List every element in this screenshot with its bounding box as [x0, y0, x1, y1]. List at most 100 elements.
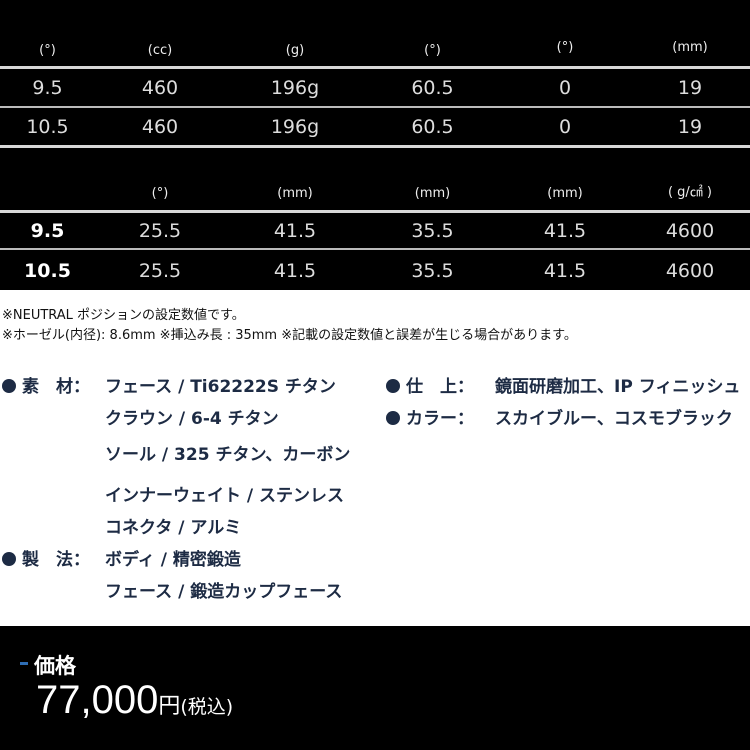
cell: 4600 — [630, 251, 750, 290]
divider — [0, 248, 750, 250]
table2-header: 重心角 (°) 重心距離 (mm) 重心高度 (mm) 重心深度 (mm) MOI( g… — [0, 150, 750, 210]
color-label: カラー： — [386, 404, 474, 429]
header-label: ライ — [414, 20, 451, 42]
header-unit: (mm) — [414, 185, 451, 201]
cell: 0 — [500, 69, 630, 106]
cell-value: 9.5 — [32, 76, 63, 99]
cell: 19 — [630, 108, 750, 145]
cell-value: 41.5 — [543, 219, 587, 242]
cell: 19 — [630, 69, 750, 106]
cell-value: 35.5 — [411, 259, 454, 282]
cell-value: 9.5 — [30, 219, 65, 242]
material-item: コネクタ / アルミ — [105, 518, 242, 538]
header-label: 体積 — [142, 20, 178, 42]
bullet-icon — [2, 552, 16, 566]
header-label: 重心深度 — [529, 163, 601, 185]
cell-value: 41.5 — [273, 259, 317, 282]
table-row: 10.5 25.5 41.5 35.5 41.5 4600 — [0, 251, 750, 290]
header-unit: ( g/㎠ ) — [667, 185, 713, 200]
cell-value: 19 — [677, 115, 703, 138]
cell: 60.5 — [365, 108, 500, 145]
cell: 460 — [95, 108, 225, 145]
material-item: クラウン / 6-4 チタン — [105, 409, 279, 429]
header-unit: (°) — [556, 40, 574, 55]
cell-value: 460 — [141, 76, 179, 99]
header-unit: (mm) — [277, 185, 313, 201]
method-item: フェース / 鍛造カップフェース — [105, 582, 343, 602]
cell-value: 10.5 — [24, 259, 71, 282]
divider — [0, 210, 750, 213]
note: ※ホーゼル(内径): 8.6mm ※挿込み長 : 35mm ※記載の設定数値と誤… — [2, 328, 577, 343]
price-amount: 77,000 — [36, 678, 159, 722]
header-unit: (mm) — [547, 185, 583, 201]
divider — [0, 66, 750, 69]
material-item: フェース / Ti62222S チタン — [105, 377, 336, 397]
cell-value: 41.5 — [543, 259, 587, 282]
table-row: 9.5 25.5 41.5 35.5 41.5 4600 — [0, 213, 750, 248]
divider — [0, 106, 750, 108]
header-unit: (mm) — [672, 40, 708, 55]
header-unit: (°) — [39, 42, 56, 58]
cell: 41.5 — [500, 213, 630, 248]
divider — [0, 145, 750, 148]
header-label: 重心高度 — [396, 163, 469, 185]
cell: 25.5 — [95, 213, 225, 248]
note: ※NEUTRAL ポジションの設定数値です。 — [2, 308, 245, 323]
cell: 4600 — [630, 213, 750, 248]
header-label: 重心角 — [133, 163, 187, 185]
table-row: 10.5 460 196g 60.5 0 19 — [0, 108, 750, 145]
price-tax: (税込) — [180, 696, 234, 718]
cell: 25.5 — [95, 251, 225, 290]
material-item: インナーウェイト / ステンレス — [105, 486, 345, 506]
cell-value: 60.5 — [411, 76, 454, 99]
bullet-icon — [2, 379, 16, 393]
cell-value: 0 — [558, 115, 572, 138]
cell: 9.5 — [0, 69, 95, 106]
finish-label: 仕 上： — [386, 372, 474, 397]
method-label: 製 法： — [2, 545, 90, 570]
price-value: 77,000円(税込) — [36, 678, 233, 723]
cell-value: 35.5 — [411, 219, 454, 242]
cell: 35.5 — [365, 213, 500, 248]
bullet-icon — [386, 379, 400, 393]
cell-value: 4600 — [665, 219, 715, 242]
material-item: ソール / 325 チタン、カーボン — [105, 445, 351, 465]
cell-value: 196g — [270, 115, 320, 138]
price-yen: 円 — [158, 694, 181, 719]
cell-value: 460 — [141, 115, 179, 138]
header-label: ヘッド重量 — [250, 20, 340, 42]
cell-value: 4600 — [665, 259, 715, 282]
color-value: スカイブルー、コスモブラック — [495, 409, 733, 429]
cell: 9.5 — [0, 213, 95, 248]
bullet-icon — [386, 411, 400, 425]
cell: 41.5 — [225, 251, 365, 290]
cell-value: 60.5 — [411, 115, 454, 138]
cell: 10.5 — [0, 108, 95, 145]
table1-header: ロフト (°) 体積 (cc) ヘッド重量 (g) ライ (°) FA (°) FP (mm… — [0, 8, 750, 66]
cell: 460 — [95, 69, 225, 106]
price-panel: 価格 77,000円(税込) — [0, 626, 750, 750]
header-label: 重心距離 — [259, 163, 331, 185]
cell: 35.5 — [365, 251, 500, 290]
cell: 196g — [225, 69, 365, 106]
method-item: ボディ / 精密鍛造 — [105, 550, 241, 570]
table-row: 9.5 460 196g 60.5 0 19 — [0, 69, 750, 106]
cell: 10.5 — [0, 251, 95, 290]
header-label: ロフト — [20, 20, 75, 42]
cell-value: 25.5 — [138, 219, 182, 242]
cell-value: 41.5 — [273, 219, 317, 242]
cell-value: 0 — [558, 76, 572, 99]
header-unit: (°) — [151, 185, 169, 201]
header-label: FA — [552, 19, 578, 40]
header-label: FP — [677, 19, 703, 40]
cell: 41.5 — [225, 213, 365, 248]
cell-value: 25.5 — [138, 259, 182, 282]
price-label: 価格 — [34, 654, 76, 678]
header-unit: (°) — [424, 42, 441, 58]
material-label: 素 材： — [2, 372, 90, 397]
cell: 60.5 — [365, 69, 500, 106]
cell: 0 — [500, 108, 630, 145]
header-unit: (cc) — [147, 42, 173, 58]
header-unit: (g) — [285, 42, 305, 58]
finish-value: 鏡面研磨加工、IP フィニッシュ — [495, 377, 741, 397]
